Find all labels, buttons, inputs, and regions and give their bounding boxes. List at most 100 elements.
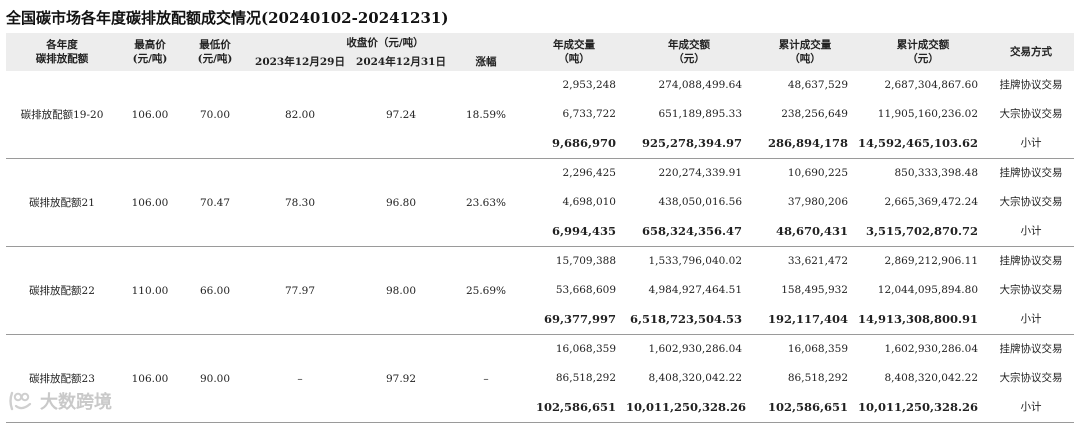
cell-annual-volume: 15,709,388 xyxy=(555,255,616,267)
cell-trade-mode: 大宗协议交易 xyxy=(999,108,1063,120)
cell-cum-volume: 16,068,359 xyxy=(787,343,848,355)
cell-annual-volume: 9,686,970 xyxy=(522,129,626,159)
cell-trade-mode: 挂牌协议交易 xyxy=(999,255,1063,267)
cell-trade-mode: 挂牌协议交易 xyxy=(999,79,1063,91)
cell-change: – xyxy=(450,334,522,423)
col-header-vintage: 各年度 碳排放配额 xyxy=(6,33,118,71)
cell-close-2024: 97.24 xyxy=(352,71,450,159)
cell-trade-mode: 挂牌协议交易 xyxy=(999,167,1063,179)
cell-cum-volume: 86,518,292 xyxy=(787,372,848,384)
cell-cum-amount: 14,913,308,800.91 xyxy=(858,305,988,335)
cell-vintage-name: 碳排放配额22 xyxy=(6,246,118,335)
col-header-close-2023: 2023年12月29日 xyxy=(248,53,352,71)
cell-close-2023: 77.97 xyxy=(248,246,352,335)
cell-annual-amount: 1,533,796,040.02 xyxy=(648,255,742,267)
cell-cum-volume: 48,637,529 xyxy=(787,79,848,91)
cell-annual-volume: 53,668,609 xyxy=(555,284,616,296)
table-row-subtotal: 69,377,997 6,518,723,504.53 192,117,404 14,… xyxy=(6,305,1074,335)
table-row: 4,698,010 438,050,016.56 37,980,206 2,665,3… xyxy=(6,188,1074,217)
cell-trade-mode: 大宗协议交易 xyxy=(999,284,1063,296)
table-row: 碳排放配额23 106.00 90.00–97.92–16,068,359 1,602… xyxy=(6,334,1074,423)
col-header-mode: 交易方式 xyxy=(988,33,1074,71)
cell-trade-mode: 小计 xyxy=(988,129,1074,159)
col-header-max-price: 最高价 (元/吨) xyxy=(118,33,182,71)
cell-annual-amount: 274,088,499.64 xyxy=(658,79,743,91)
col-header-min-price: 最低价 (元/吨) xyxy=(182,33,248,71)
cell-annual-volume: 4,698,010 xyxy=(562,196,616,208)
cell-annual-volume: 102,586,651 xyxy=(522,393,626,423)
cell-min-price: 70.00 xyxy=(182,71,248,159)
col-header-cum-volume: 累计成交量 （吨） xyxy=(752,33,858,71)
table-row: 碳排放配额19-20 106.00 70.00 82.00 97.24 18.59% 2,9… xyxy=(6,71,1074,159)
cell-trade-mode: 小计 xyxy=(988,217,1074,247)
table-row: 53,668,609 4,984,927,464.51 158,495,932 12,… xyxy=(6,276,1074,305)
cell-max-price: 110.00 xyxy=(118,246,182,335)
cell-annual-amount: 8,408,320,042.22 xyxy=(648,372,742,384)
cell-cum-amount: 2,687,304,867.60 xyxy=(884,79,978,91)
cell-cum-volume: 192,117,404 xyxy=(752,305,858,335)
table-row-subtotal: 9,686,970 925,278,394.97 286,894,178 14,592… xyxy=(6,129,1074,159)
col-header-close-price-group: 收盘价（元/吨） xyxy=(248,33,522,53)
table-row-subtotal: 6,994,435 658,324,356.47 48,670,431 3,515,7… xyxy=(6,217,1074,247)
table-header: 各年度 碳排放配额 最高价 (元/吨) 最低价 (元/吨) 收盘价（元/吨） 年成交量… xyxy=(6,33,1074,71)
cell-annual-amount: 4,984,927,464.51 xyxy=(648,284,742,296)
cell-max-price: 106.00 xyxy=(118,334,182,423)
cell-annual-amount: 925,278,394.97 xyxy=(626,129,752,159)
col-header-change: 涨幅 xyxy=(450,53,522,71)
cell-max-price: 106.00 xyxy=(118,71,182,159)
cell-annual-amount: 651,189,895.33 xyxy=(658,108,743,120)
cell-vintage-name: 碳排放配额19-20 xyxy=(6,71,118,159)
cell-annual-volume: 6,994,435 xyxy=(522,217,626,247)
col-header-annual-amount: 年成交额 （元） xyxy=(626,33,752,71)
cell-cum-amount: 2,665,369,472.24 xyxy=(884,196,978,208)
cell-cum-amount: 3,515,702,870.72 xyxy=(858,217,988,247)
cell-min-price: 66.00 xyxy=(182,246,248,335)
cell-cum-volume: 33,621,472 xyxy=(787,255,848,267)
watermark-text: 大数跨境 xyxy=(40,392,112,413)
col-header-close-2024: 2024年12月31日 xyxy=(352,53,450,71)
cell-close-2023: 78.30 xyxy=(248,158,352,247)
cell-change: 25.69% xyxy=(450,246,522,335)
table-row: 6,733,722 651,189,895.33 238,256,649 11,905… xyxy=(6,100,1074,129)
cell-cum-volume: 102,586,651 xyxy=(752,393,858,423)
table-row: 碳排放配额22 110.00 66.00 77.97 98.00 25.69% 15,709… xyxy=(6,246,1074,335)
cell-annual-volume: 6,733,722 xyxy=(562,108,616,120)
cell-trade-mode: 小计 xyxy=(988,393,1074,423)
cell-close-2024: 98.00 xyxy=(352,246,450,335)
cell-vintage-name: 碳排放配额21 xyxy=(6,158,118,247)
cell-annual-volume: 86,518,292 xyxy=(555,372,616,384)
cell-min-price: 90.00 xyxy=(182,334,248,423)
cell-min-price: 70.47 xyxy=(182,158,248,247)
watermark: 大数跨境 xyxy=(8,388,112,414)
cell-close-2023: – xyxy=(248,334,352,423)
cell-annual-volume: 69,377,997 xyxy=(522,305,626,335)
cell-trade-mode: 小计 xyxy=(988,305,1074,335)
table-row-subtotal: 102,586,651 10,011,250,328.26 102,586,651 1… xyxy=(6,393,1074,423)
cell-close-2024: 97.92 xyxy=(352,334,450,423)
cell-annual-volume: 16,068,359 xyxy=(555,343,616,355)
cell-max-price: 106.00 xyxy=(118,158,182,247)
cell-cum-volume: 158,495,932 xyxy=(781,284,848,296)
cell-cum-amount: 1,602,930,286.04 xyxy=(884,343,978,355)
carbon-trading-table: 各年度 碳排放配额 最高价 (元/吨) 最低价 (元/吨) 收盘价（元/吨） 年成交量… xyxy=(6,33,1074,423)
cell-trade-mode: 挂牌协议交易 xyxy=(999,343,1063,355)
cell-change: 23.63% xyxy=(450,158,522,247)
watermark-logo-icon xyxy=(9,391,32,411)
cell-close-2023: 82.00 xyxy=(248,71,352,159)
cell-annual-volume: 2,953,248 xyxy=(562,79,616,91)
cell-annual-amount: 10,011,250,328.26 xyxy=(626,393,752,423)
cell-cum-amount: 11,905,160,236.02 xyxy=(877,108,978,120)
cell-cum-amount: 2,869,212,906.11 xyxy=(884,255,978,267)
cell-cum-amount: 12,044,095,894.80 xyxy=(877,284,978,296)
cell-trade-mode: 大宗协议交易 xyxy=(999,196,1063,208)
cell-cum-volume: 286,894,178 xyxy=(752,129,858,159)
cell-cum-volume: 238,256,649 xyxy=(781,108,848,120)
cell-annual-amount: 658,324,356.47 xyxy=(626,217,752,247)
cell-annual-amount: 1,602,930,286.04 xyxy=(648,343,742,355)
cell-annual-volume: 2,296,425 xyxy=(562,167,616,179)
col-header-annual-volume: 年成交量 （吨） xyxy=(522,33,626,71)
cell-cum-volume: 37,980,206 xyxy=(787,196,848,208)
cell-cum-amount: 8,408,320,042.22 xyxy=(884,372,978,384)
table-row: 86,518,292 8,408,320,042.22 86,518,292 8,40… xyxy=(6,364,1074,393)
cell-annual-amount: 438,050,016.56 xyxy=(658,196,743,208)
